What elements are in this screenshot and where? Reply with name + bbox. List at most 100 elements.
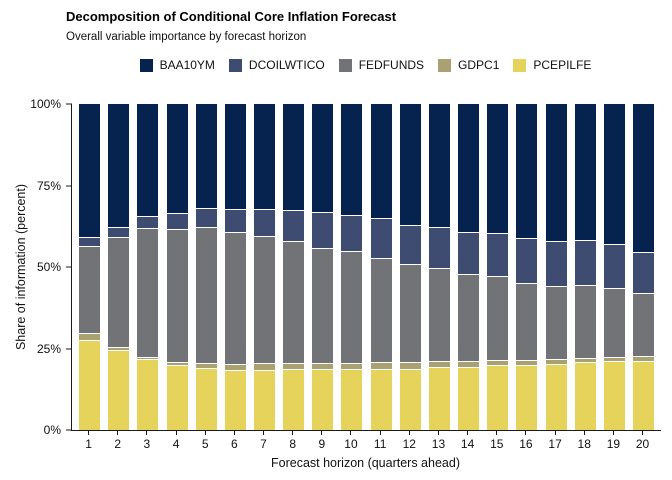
legend-swatch-icon bbox=[228, 58, 242, 72]
x-tick-slot bbox=[628, 431, 657, 435]
bar-slot-17 bbox=[542, 104, 571, 430]
legend-label: PCEPILFE bbox=[533, 58, 592, 72]
legend-item-gdpc1: GDPC1 bbox=[438, 58, 499, 72]
bar-segment-pcepilfe bbox=[341, 369, 363, 430]
bar-segment-baa10ym bbox=[370, 104, 392, 219]
bar-segment-baa10ym bbox=[341, 104, 363, 216]
bar-segment-pcepilfe bbox=[79, 340, 101, 430]
bar-segment-baa10ym bbox=[428, 104, 450, 227]
legend-item-fedfunds: FEDFUNDS bbox=[338, 58, 424, 72]
bar-slot-10 bbox=[337, 104, 366, 430]
bar-segment-dcoilwtico bbox=[370, 218, 392, 258]
x-axis-tick bbox=[525, 431, 527, 435]
bar-segment-gdpc1 bbox=[108, 347, 130, 350]
bar-slot-6 bbox=[221, 104, 250, 430]
x-tick-slot bbox=[541, 431, 570, 435]
bar-segment-pcepilfe bbox=[516, 365, 538, 430]
bar-slot-13 bbox=[425, 104, 454, 430]
x-tick-label-7: 7 bbox=[260, 437, 267, 451]
bar-segment-baa10ym bbox=[195, 104, 217, 209]
stacked-bar-8 bbox=[283, 104, 305, 430]
bar-segment-dcoilwtico bbox=[312, 211, 334, 248]
x-tick-slot bbox=[453, 431, 482, 435]
chart-subtitle: Overall variable importance by forecast … bbox=[66, 31, 307, 43]
x-tick-label-6: 6 bbox=[231, 437, 238, 451]
y-tick-label: 50% bbox=[36, 260, 61, 274]
legend-label: DCOILWTICO bbox=[248, 58, 325, 72]
bar-segment-pcepilfe bbox=[458, 367, 480, 430]
bar-segment-fedfunds bbox=[633, 293, 655, 356]
x-tick-slot bbox=[511, 431, 540, 435]
x-tick-label-16: 16 bbox=[519, 437, 533, 451]
legend-swatch-icon bbox=[338, 58, 352, 72]
bar-segment-gdpc1 bbox=[545, 359, 567, 364]
chart-title: Decomposition of Conditional Core Inflat… bbox=[66, 9, 397, 24]
x-tick-label-5: 5 bbox=[201, 437, 209, 451]
stacked-bar-2 bbox=[108, 104, 130, 430]
bar-segment-fedfunds bbox=[545, 286, 567, 360]
bar-segment-gdpc1 bbox=[283, 362, 305, 370]
bar-segment-pcepilfe bbox=[137, 358, 159, 430]
x-tick-label-10: 10 bbox=[344, 437, 358, 451]
x-tick-slot bbox=[220, 431, 249, 435]
x-axis-tick bbox=[554, 431, 556, 435]
y-axis-tick bbox=[66, 185, 72, 186]
x-tick-label-3: 3 bbox=[143, 437, 151, 451]
bar-segment-fedfunds bbox=[166, 228, 188, 363]
x-tick-label-15: 15 bbox=[490, 437, 504, 451]
stacked-bar-9 bbox=[312, 104, 334, 430]
bar-segment-pcepilfe bbox=[487, 365, 509, 430]
bar-segment-baa10ym bbox=[603, 104, 625, 245]
bar-segment-fedfunds bbox=[195, 227, 217, 364]
bar-segment-fedfunds bbox=[312, 247, 334, 364]
bar-segment-fedfunds bbox=[458, 274, 480, 362]
bar-segment-gdpc1 bbox=[574, 357, 596, 362]
bar-segment-gdpc1 bbox=[312, 363, 334, 370]
bar-segment-pcepilfe bbox=[224, 369, 246, 430]
bar-segment-fedfunds bbox=[79, 246, 101, 333]
bar-slot-1 bbox=[75, 104, 104, 430]
stacked-bar-5 bbox=[195, 104, 217, 430]
x-tick-slot bbox=[424, 431, 453, 435]
x-axis-tick bbox=[233, 431, 235, 435]
bar-segment-gdpc1 bbox=[137, 357, 159, 359]
bar-segment-dcoilwtico bbox=[79, 236, 101, 247]
bar-segment-baa10ym bbox=[108, 104, 130, 227]
stacked-bar-13 bbox=[428, 104, 450, 430]
x-tick-slot bbox=[103, 431, 132, 435]
x-axis-ticks bbox=[71, 431, 660, 435]
x-tick-label-14: 14 bbox=[460, 437, 475, 451]
x-axis-tick bbox=[612, 431, 614, 435]
bar-slot-15 bbox=[483, 104, 512, 430]
bar-segment-pcepilfe bbox=[399, 368, 421, 430]
stacked-bar-11 bbox=[370, 104, 392, 430]
y-axis-title: Share of information (percent) bbox=[14, 183, 28, 351]
x-axis-tick bbox=[146, 431, 148, 435]
bar-segment-baa10ym bbox=[574, 104, 596, 240]
bar-segment-dcoilwtico bbox=[458, 231, 480, 275]
bar-segment-pcepilfe bbox=[283, 369, 305, 430]
bar-segment-dcoilwtico bbox=[487, 232, 509, 276]
bar-segment-dcoilwtico bbox=[224, 208, 246, 233]
bar-segment-baa10ym bbox=[458, 104, 480, 232]
bar-segment-pcepilfe bbox=[633, 360, 655, 430]
bar-segment-pcepilfe bbox=[370, 368, 392, 430]
legend-item-baa10ym: BAA10YM bbox=[139, 58, 215, 72]
bar-segment-dcoilwtico bbox=[428, 226, 450, 269]
y-axis-tick bbox=[66, 266, 72, 268]
x-tick-slot bbox=[191, 431, 220, 435]
stacked-bar-3 bbox=[137, 104, 159, 430]
bar-segment-baa10ym bbox=[224, 104, 246, 209]
bar-segment-gdpc1 bbox=[370, 362, 392, 369]
x-axis-tick bbox=[350, 431, 352, 435]
bar-slot-18 bbox=[571, 104, 600, 430]
bar-segment-dcoilwtico bbox=[399, 224, 421, 265]
legend-label: GDPC1 bbox=[458, 58, 500, 72]
y-axis-tick bbox=[66, 429, 72, 431]
bar-slot-16 bbox=[512, 104, 541, 430]
x-tick-slot bbox=[599, 431, 628, 435]
x-tick-slot bbox=[161, 431, 190, 435]
x-tick-slot bbox=[132, 431, 161, 435]
x-tick-slot bbox=[366, 431, 395, 435]
x-axis-tick bbox=[175, 431, 177, 435]
